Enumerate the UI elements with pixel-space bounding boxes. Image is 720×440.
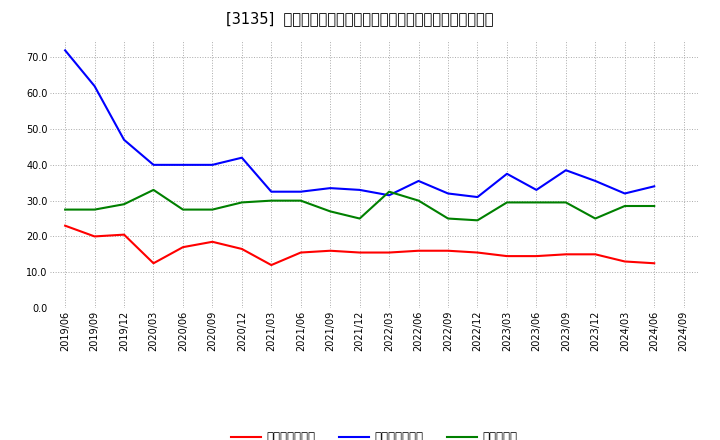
在庫回転率 (149, 187, 158, 193)
売上債権回転率 (650, 260, 659, 266)
売上債権回転率 (621, 259, 629, 264)
在庫回転率 (179, 207, 187, 212)
在庫回転率 (267, 198, 276, 203)
売上債権回転率 (532, 253, 541, 259)
売上債権回転率 (179, 245, 187, 250)
売上債権回転率 (238, 246, 246, 252)
買入債務回転率 (503, 171, 511, 176)
買入債務回転率 (650, 183, 659, 189)
買入債務回転率 (591, 178, 600, 183)
買入債務回転率 (120, 137, 128, 143)
在庫回転率 (326, 209, 335, 214)
在庫回転率 (60, 207, 69, 212)
Text: [3135]  売上債権回転率、買入債務回転率、在庫回転率の推移: [3135] 売上債権回転率、買入債務回転率、在庫回転率の推移 (226, 11, 494, 26)
在庫回転率 (208, 207, 217, 212)
買入債務回転率 (179, 162, 187, 168)
売上債権回転率 (297, 250, 305, 255)
買入債務回転率 (414, 178, 423, 183)
在庫回転率 (238, 200, 246, 205)
買入債務回転率 (60, 48, 69, 53)
在庫回転率 (473, 218, 482, 223)
買入債務回転率 (149, 162, 158, 168)
売上債権回転率 (384, 250, 393, 255)
在庫回転率 (297, 198, 305, 203)
買入債務回転率 (562, 168, 570, 173)
買入債務回転率 (297, 189, 305, 194)
買入債務回転率 (621, 191, 629, 196)
売上債権回転率 (414, 248, 423, 253)
在庫回転率 (562, 200, 570, 205)
在庫回転率 (414, 198, 423, 203)
在庫回転率 (503, 200, 511, 205)
売上債権回転率 (90, 234, 99, 239)
買入債務回転率 (473, 194, 482, 200)
買入債務回転率 (326, 186, 335, 191)
Line: 在庫回転率: 在庫回転率 (65, 190, 654, 220)
売上債権回転率 (120, 232, 128, 237)
売上債権回転率 (562, 252, 570, 257)
Legend: 売上債権回転率, 買入債務回転率, 在庫回転率: 売上債権回転率, 買入債務回転率, 在庫回転率 (227, 427, 522, 440)
在庫回転率 (356, 216, 364, 221)
Line: 売上債権回転率: 売上債権回転率 (65, 226, 654, 265)
Line: 買入債務回転率: 買入債務回転率 (65, 50, 654, 197)
売上債権回転率 (444, 248, 452, 253)
売上債権回転率 (356, 250, 364, 255)
在庫回転率 (621, 203, 629, 209)
在庫回転率 (591, 216, 600, 221)
買入債務回転率 (532, 187, 541, 193)
売上債権回転率 (503, 253, 511, 259)
在庫回転率 (90, 207, 99, 212)
買入債務回転率 (384, 193, 393, 198)
売上債権回転率 (267, 262, 276, 268)
在庫回転率 (532, 200, 541, 205)
買入債務回転率 (238, 155, 246, 160)
売上債権回転率 (149, 260, 158, 266)
買入債務回転率 (267, 189, 276, 194)
売上債権回転率 (60, 223, 69, 228)
売上債権回転率 (326, 248, 335, 253)
売上債権回転率 (473, 250, 482, 255)
在庫回転率 (120, 202, 128, 207)
在庫回転率 (650, 203, 659, 209)
買入債務回転率 (444, 191, 452, 196)
売上債権回転率 (591, 252, 600, 257)
買入債務回転率 (90, 84, 99, 89)
売上債権回転率 (208, 239, 217, 245)
在庫回転率 (384, 189, 393, 194)
買入債務回転率 (356, 187, 364, 193)
買入債務回転率 (208, 162, 217, 168)
在庫回転率 (444, 216, 452, 221)
